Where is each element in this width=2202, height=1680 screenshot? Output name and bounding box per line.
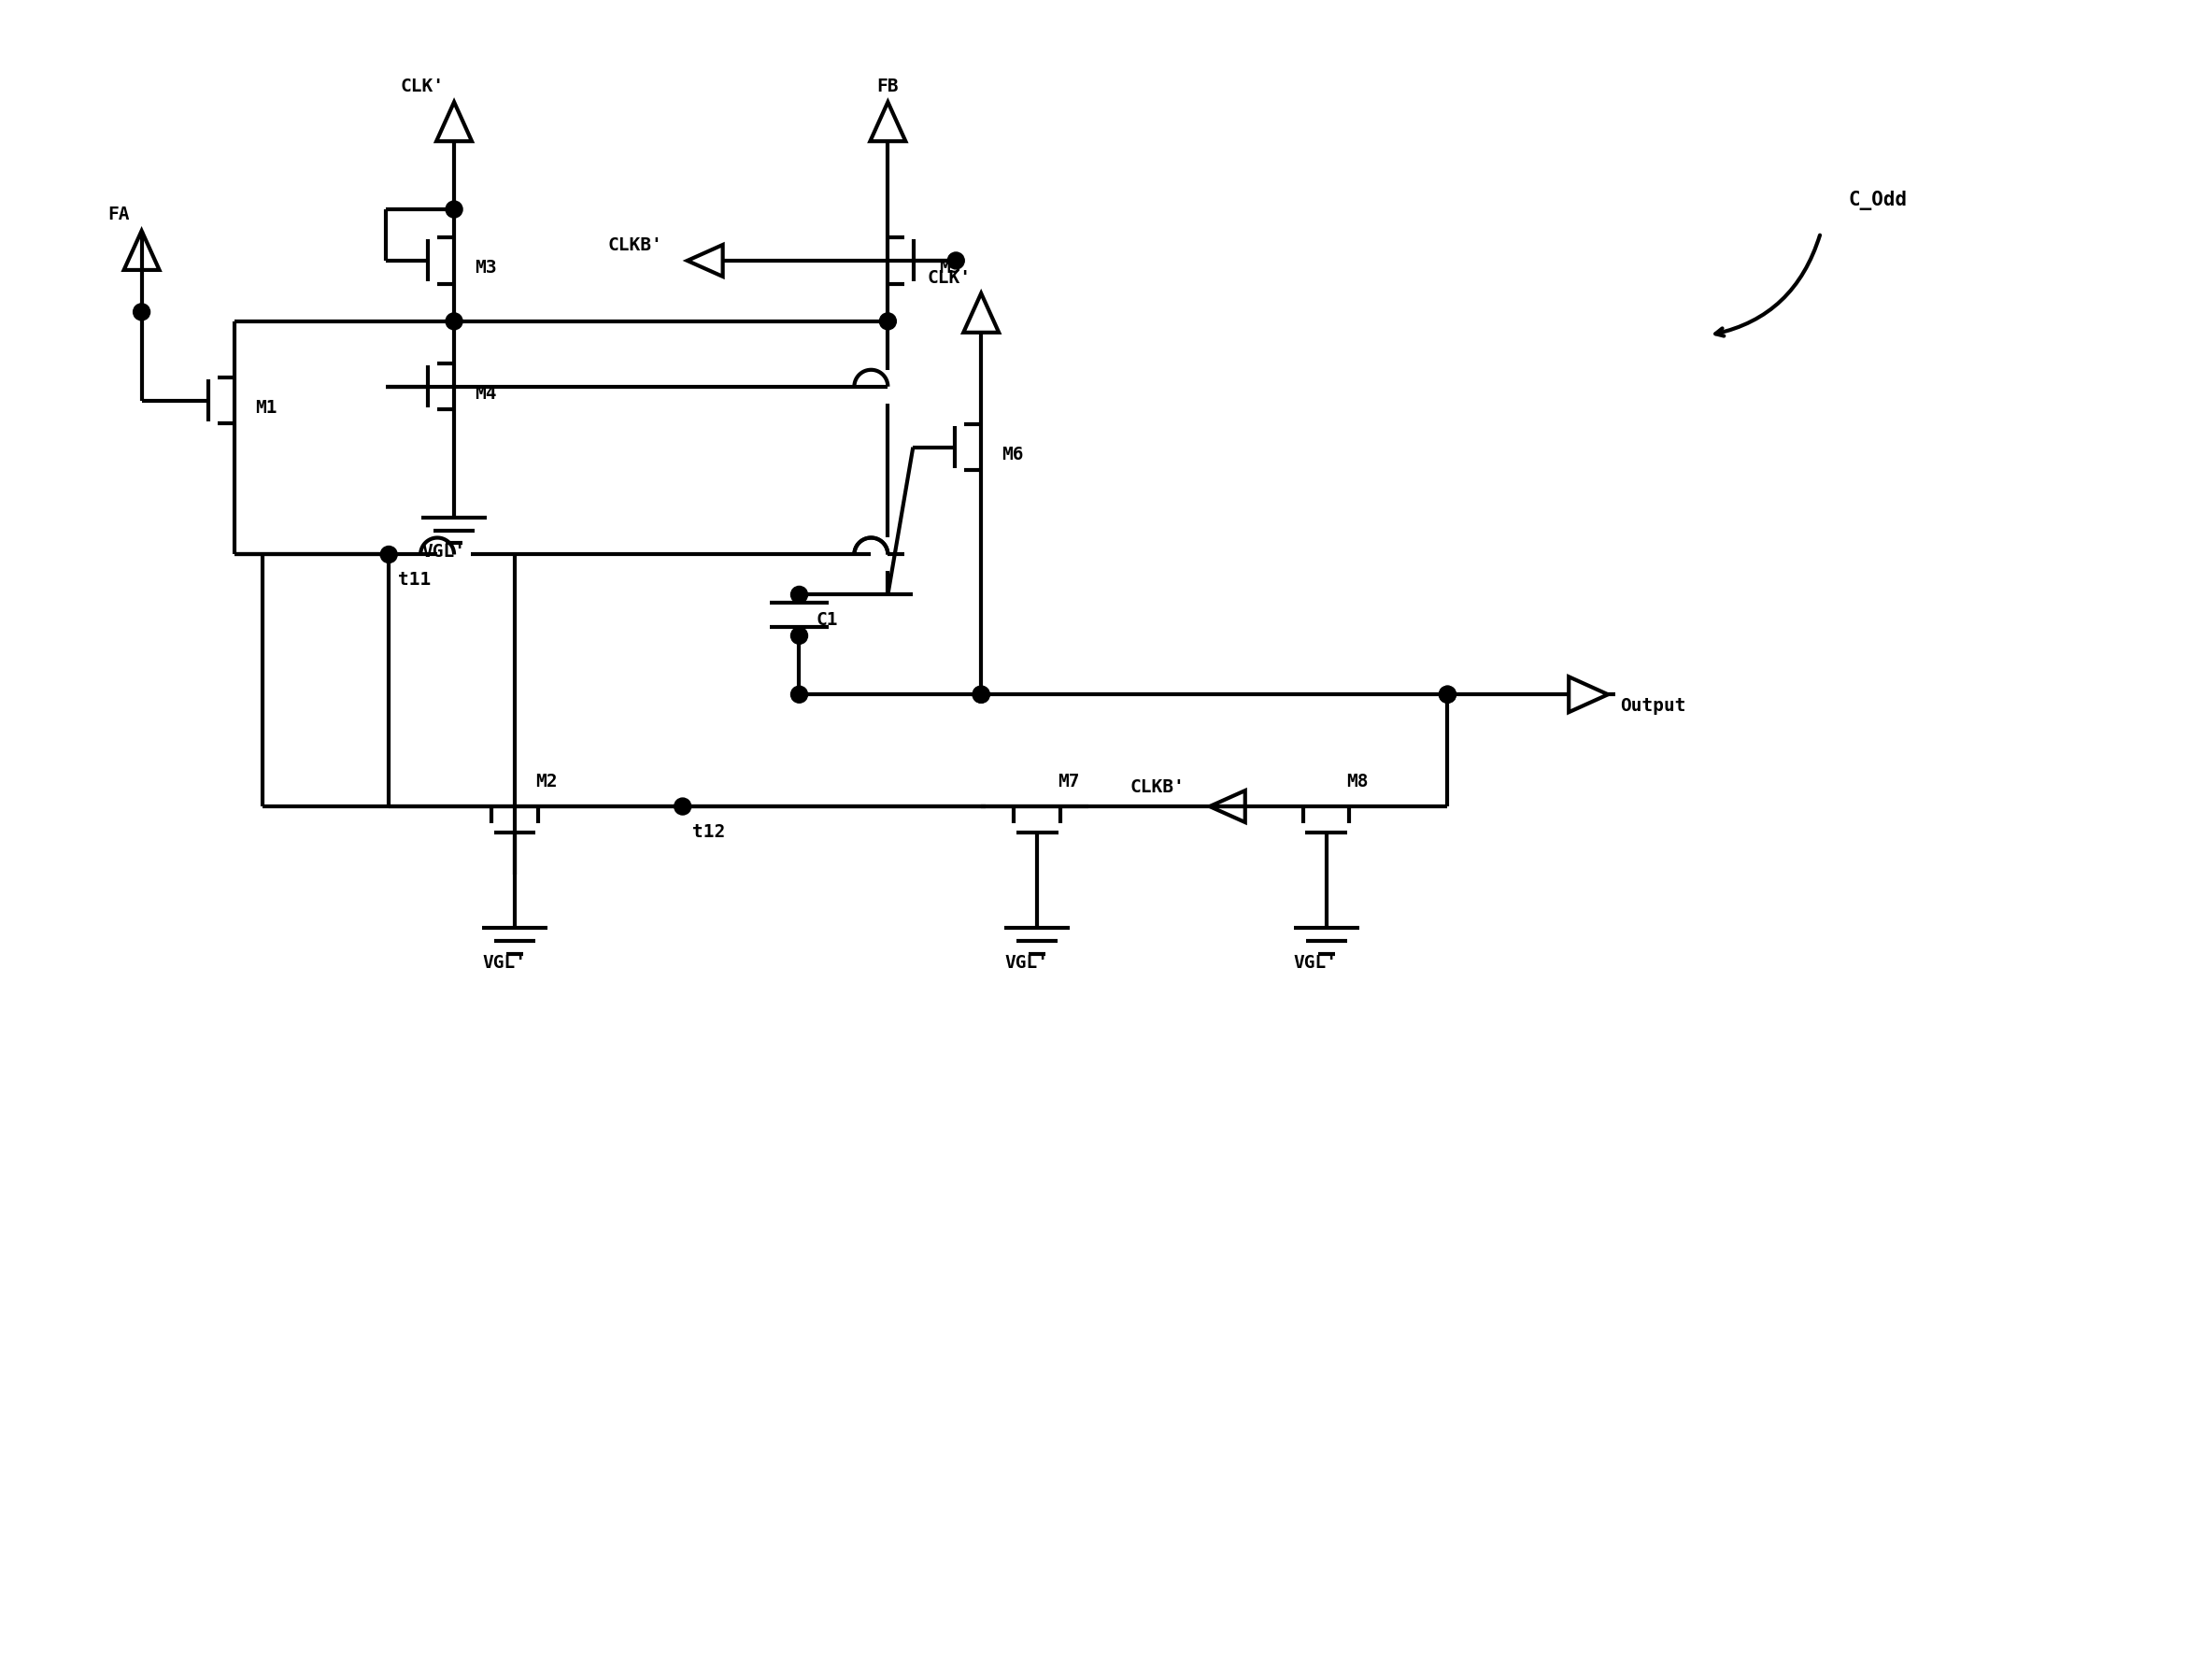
Circle shape	[1440, 687, 1456, 704]
Circle shape	[134, 304, 150, 321]
Circle shape	[947, 254, 964, 270]
Text: FB: FB	[876, 77, 898, 96]
Circle shape	[791, 628, 808, 645]
Text: Output: Output	[1621, 697, 1687, 714]
Text: M5: M5	[940, 259, 960, 277]
Text: M4: M4	[476, 385, 498, 402]
Text: t11: t11	[399, 571, 432, 588]
Circle shape	[381, 546, 396, 563]
Text: VGL': VGL'	[482, 953, 526, 971]
Text: M1: M1	[255, 398, 277, 417]
Text: C_Odd: C_Odd	[1850, 190, 1907, 210]
Circle shape	[674, 798, 691, 815]
Text: CLK': CLK'	[927, 269, 971, 287]
Text: M7: M7	[1057, 773, 1079, 790]
Circle shape	[973, 687, 989, 704]
Text: VGL': VGL'	[1293, 953, 1337, 971]
Circle shape	[879, 314, 896, 331]
Text: M3: M3	[476, 259, 498, 277]
Text: FA: FA	[108, 205, 130, 223]
Circle shape	[445, 314, 462, 331]
Circle shape	[791, 687, 808, 704]
Text: t12: t12	[691, 823, 724, 840]
Text: CLK': CLK'	[401, 77, 445, 96]
Text: VGL': VGL'	[421, 543, 465, 561]
Text: C1: C1	[817, 612, 839, 628]
Circle shape	[445, 202, 462, 218]
Text: VGL': VGL'	[1004, 953, 1048, 971]
Text: M6: M6	[1002, 445, 1024, 464]
Circle shape	[1440, 687, 1456, 704]
Circle shape	[791, 586, 808, 603]
Circle shape	[973, 687, 989, 704]
FancyArrowPatch shape	[1715, 235, 1819, 336]
Text: CLKB': CLKB'	[1130, 778, 1185, 796]
Text: M8: M8	[1348, 773, 1370, 790]
Text: CLKB': CLKB'	[608, 237, 663, 254]
Text: M2: M2	[535, 773, 557, 790]
